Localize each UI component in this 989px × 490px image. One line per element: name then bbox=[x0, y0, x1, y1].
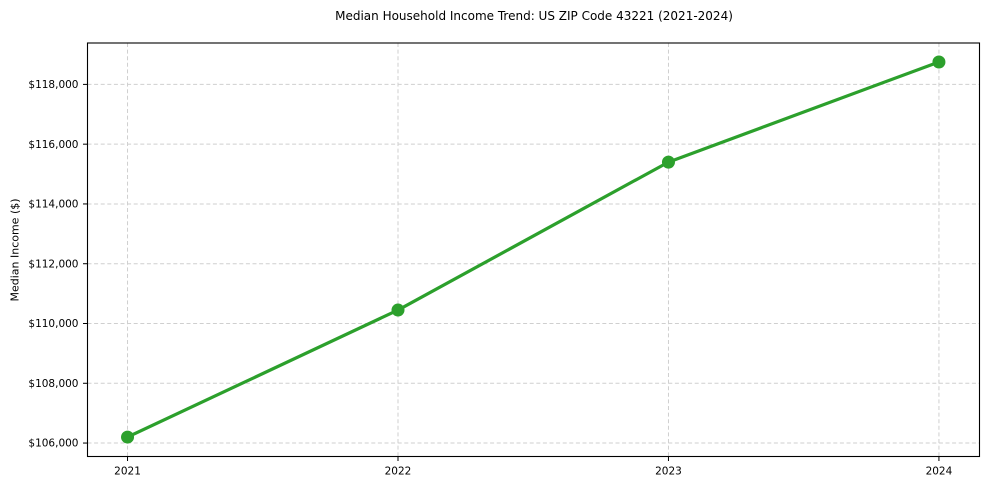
data-point-2022 bbox=[391, 303, 405, 317]
x-tick-label: 2023 bbox=[655, 466, 682, 478]
data-point-2021 bbox=[121, 430, 135, 444]
data-point-2024 bbox=[932, 55, 946, 69]
y-tick-label: $116,000 bbox=[28, 139, 78, 151]
y-tick-label: $108,000 bbox=[28, 378, 78, 390]
y-tick-label: $114,000 bbox=[28, 199, 78, 211]
trend-line bbox=[125, 60, 941, 439]
x-tick-label: 2024 bbox=[926, 466, 953, 478]
axes-border bbox=[86, 42, 981, 458]
data-point-2023 bbox=[661, 155, 675, 169]
y-tick-label: $112,000 bbox=[28, 258, 78, 270]
x-tick-label: 2021 bbox=[114, 466, 141, 478]
chart-title: Median Household Income Trend: US ZIP Co… bbox=[335, 9, 733, 23]
y-tick-label: $118,000 bbox=[28, 79, 78, 91]
x-tick-label: 2022 bbox=[385, 466, 412, 478]
y-tick-label: $106,000 bbox=[28, 438, 78, 450]
y-tick-label: $110,000 bbox=[28, 318, 78, 330]
